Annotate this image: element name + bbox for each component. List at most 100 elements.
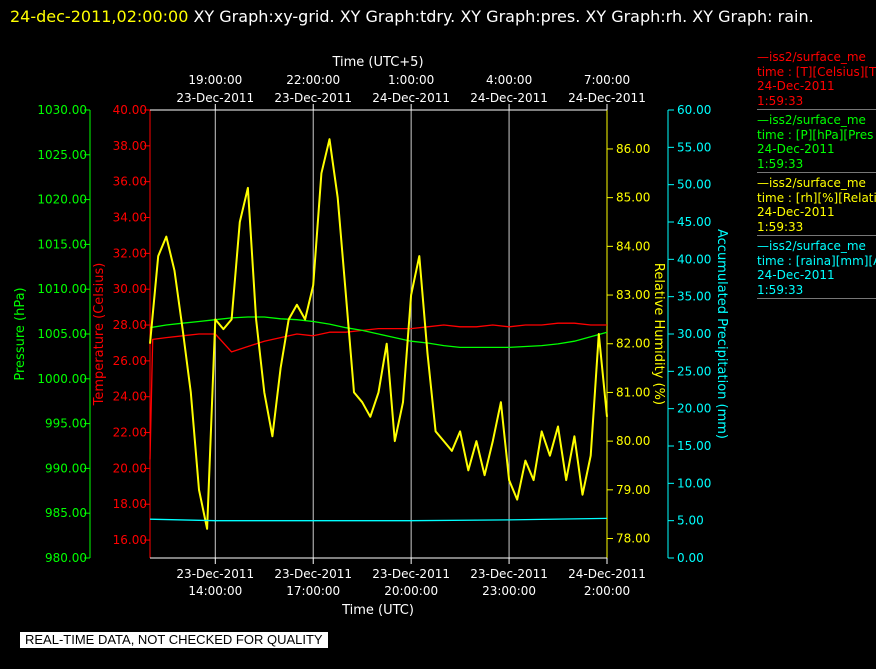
pressure-series-line [149,316,608,349]
humidity-tick-label: 79.00 [616,483,650,497]
humidity-tick-label: 78.00 [616,532,650,546]
humidity-axis-label: Relative Humidity (%) [651,263,666,405]
humidity-tick-label: 83.00 [616,288,650,302]
legend-entry-name: —iss2/surface_me [757,239,866,253]
legend-entry: —iss2/surface_me time : [P][hPa][Pres 24-D… [757,113,876,173]
precip-tick-label: 45.00 [677,215,711,229]
humidity-tick-label: 85.00 [616,191,650,205]
x-top-tick-label-time: 7:00:00 [584,73,630,87]
x-top-tick-label-date: 24-Dec-2011 [568,91,646,105]
pressure-tick-label: 985.00 [45,506,87,520]
x-tick-label-date: 23-Dec-2011 [176,567,254,581]
pressure-tick-label: 995.00 [45,417,87,431]
x-tick-label-date: 24-Dec-2011 [568,567,646,581]
temperature-tick-label: 28.00 [113,318,147,332]
x-tick-label-time: 17:00:00 [286,584,340,598]
legend-entry-date: 24-Dec-2011 [757,205,835,219]
x-top-tick-label-date: 24-Dec-2011 [470,91,548,105]
temperature-tick-label: 18.00 [113,497,147,511]
temperature-tick-label: 20.00 [113,461,147,475]
temperature-tick-label: 36.00 [113,175,147,189]
pressure-tick-label: 1015.00 [37,237,87,251]
legend-entry-time: 1:59:33 [757,282,804,297]
x-tick-label-date: 23-Dec-2011 [274,567,352,581]
temperature-tick-label: 34.00 [113,211,147,225]
x-axis-label-bottom: Time (UTC) [341,603,414,618]
legend-entry-name: —iss2/surface_me [757,176,866,190]
temperature-tick-label: 40.00 [113,103,147,117]
precip-tick-label: 35.00 [677,290,711,304]
pressure-tick-label: 1000.00 [37,372,87,386]
humidity-tick-label: 81.00 [616,385,650,399]
humidity-tick-label: 84.00 [616,239,650,253]
legend-entry-field: time : [T][Celsius][T [757,64,876,79]
precip-tick-label: 50.00 [677,178,711,192]
legend-entry-date: 24-Dec-2011 [757,79,835,93]
legend-entry-name: —iss2/surface_me [757,113,866,127]
pressure-axis-label: Pressure (hPa) [13,287,28,380]
temperature-tick-label: 24.00 [113,390,147,404]
x-top-tick-label-time: 1:00:00 [388,73,434,87]
pressure-tick-label: 1025.00 [37,148,87,162]
legend-entry-time: 1:59:33 [757,219,804,234]
precip-tick-label: 55.00 [677,140,711,154]
x-tick-label-date: 23-Dec-2011 [470,567,548,581]
quality-notice: REAL-TIME DATA, NOT CHECKED FOR QUALITY [20,632,328,648]
pressure-tick-label: 980.00 [45,551,87,565]
x-tick-label-time: 23:00:00 [482,584,536,598]
legend-entry-date: 24-Dec-2011 [757,142,835,156]
precip-tick-label: 25.00 [677,364,711,378]
x-axis-label-top: Time (UTC+5) [331,55,423,70]
humidity-tick-label: 80.00 [616,434,650,448]
precip-tick-label: 5.00 [677,514,704,528]
precip-tick-label: 10.00 [677,476,711,490]
x-tick-label-date: 23-Dec-2011 [372,567,450,581]
legend-entry-time: 1:59:33 [757,156,804,171]
x-top-tick-label-date: 24-Dec-2011 [372,91,450,105]
legend-entry-time: 1:59:33 [757,93,804,108]
precip-tick-label: 15.00 [677,439,711,453]
temperature-tick-label: 16.00 [113,533,147,547]
x-tick-label-time: 2:00:00 [584,584,630,598]
x-top-tick-label-date: 23-Dec-2011 [176,91,254,105]
legend-entry: —iss2/surface_me time : [raina][mm][A 24-D… [757,239,876,299]
humidity-tick-label: 82.00 [616,337,650,351]
legend-entry-date: 24-Dec-2011 [757,268,835,282]
temperature-series-line [149,322,607,460]
legend-entry: —iss2/surface_me time : [T][Celsius][T 24-… [757,50,876,110]
humidity-series-line [149,138,608,530]
humidity-tick-label: 86.00 [616,142,650,156]
x-top-tick-label-time: 4:00:00 [486,73,532,87]
precip-tick-label: 20.00 [677,402,711,416]
chart-title: 24-dec-2011,02:00:00 XY Graph:xy-grid. X… [10,2,870,32]
x-top-tick-label-time: 19:00:00 [188,73,242,87]
legend: —iss2/surface_me time : [T][Celsius][T 24-… [757,50,876,302]
pressure-tick-label: 1020.00 [37,193,87,207]
title-date: 24-dec-2011,02:00:00 [10,7,189,26]
x-top-tick-label-date: 23-Dec-2011 [274,91,352,105]
precip-axis-label: Accumulated Precipitation (mm) [714,229,729,439]
x-tick-label-time: 14:00:00 [188,584,242,598]
legend-entry-field: time : [raina][mm][A [757,253,876,268]
temperature-axis-label: Temperature (Celsius) [92,263,107,407]
legend-entry-field: time : [P][hPa][Pres [757,127,874,142]
legend-entry-field: time : [rh][%][Relati [757,190,876,205]
pressure-tick-label: 1010.00 [37,282,87,296]
temperature-tick-label: 32.00 [113,246,147,260]
temperature-tick-label: 26.00 [113,354,147,368]
precip-tick-label: 0.00 [677,551,704,565]
precip-series-line [149,517,608,522]
temperature-tick-label: 30.00 [113,282,147,296]
precip-tick-label: 40.00 [677,252,711,266]
pressure-tick-label: 1030.00 [37,103,87,117]
pressure-tick-label: 1005.00 [37,327,87,341]
temperature-tick-label: 22.00 [113,426,147,440]
legend-entry-name: —iss2/surface_me [757,50,866,64]
pressure-tick-label: 990.00 [45,461,87,475]
legend-entry: —iss2/surface_me time : [rh][%][Relati 24-… [757,176,876,236]
x-top-tick-label-time: 22:00:00 [286,73,340,87]
precip-tick-label: 60.00 [677,103,711,117]
precip-tick-label: 30.00 [677,327,711,341]
title-graphs: XY Graph:xy-grid. XY Graph:tdry. XY Grap… [188,7,814,26]
